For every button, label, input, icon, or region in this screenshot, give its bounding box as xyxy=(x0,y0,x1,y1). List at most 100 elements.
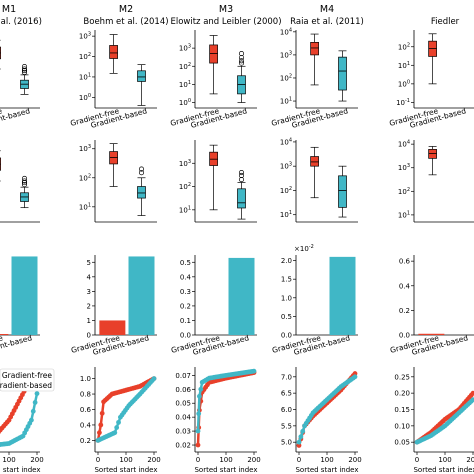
y-tick-label: 104 xyxy=(398,140,410,149)
y-tick-label: 102 xyxy=(398,42,410,51)
y-tick-label: 1.0 xyxy=(281,294,292,302)
box-gradient-based xyxy=(137,186,146,199)
y-tick-label: 102 xyxy=(179,62,191,71)
column-subtitle-M1: an et al. (2016) xyxy=(0,17,42,27)
y-tick-label: 103 xyxy=(79,144,91,153)
y-tick-label: 103 xyxy=(280,50,292,59)
point-based xyxy=(298,434,304,440)
category-label: Gradient-based xyxy=(293,333,352,357)
box-gradient-free xyxy=(209,44,218,64)
y-tick-label: 100 xyxy=(79,93,91,102)
y-tick-label: 102 xyxy=(398,187,410,196)
box-gradient-free xyxy=(310,41,319,56)
y-tick-label: 0.05 xyxy=(394,439,410,447)
y-tick-label: 0.03 xyxy=(175,428,191,436)
column-title-M2: M2 xyxy=(119,4,133,15)
column-title-M1: M1 xyxy=(2,4,16,15)
box-gradient-based xyxy=(137,70,146,82)
point-based xyxy=(251,368,257,374)
point-based xyxy=(198,386,204,392)
bar-gradient-based xyxy=(11,256,38,335)
point-based xyxy=(195,428,201,434)
y-tick-label: 3 xyxy=(87,288,91,296)
point-based xyxy=(34,391,40,396)
x-tick-label: 200 xyxy=(30,456,43,464)
box-gradient-based xyxy=(338,56,347,91)
y-tick-label: 0.05 xyxy=(175,400,191,408)
y-tick-label: 1.0 xyxy=(80,375,91,383)
x-axis-label: Sorted start index xyxy=(94,466,157,474)
point-based xyxy=(151,376,157,381)
boxplot-panel-M4: 101 102 103 104 xyxy=(280,137,358,223)
y-tick-label: 6.0 xyxy=(281,406,292,414)
y-tick-label: 0.8 xyxy=(80,391,91,399)
y-tick-label: 102 xyxy=(179,182,191,191)
column-subtitle-M2: Boehm et al. (2014) xyxy=(83,17,168,27)
y-tick-label: 101 xyxy=(280,97,292,106)
category-label: Gradient-based xyxy=(411,333,470,357)
x-axis-label: Sorted start index xyxy=(295,466,358,474)
point-free xyxy=(97,430,102,436)
x-tick-label: 200 xyxy=(247,456,260,464)
box-gradient-based xyxy=(237,188,246,209)
bar-panel-M4: 0.00.51.01.52.0×10-2Gradient-freeGradien… xyxy=(271,244,358,357)
category-label: Gradient-based xyxy=(291,106,350,130)
bar-gradient-based xyxy=(128,256,155,335)
y-tick-label: 0.10 xyxy=(394,422,410,430)
y-tick-label: 103 xyxy=(179,44,191,53)
bar-gradient-based xyxy=(228,257,255,335)
flier xyxy=(238,176,245,183)
y-tick-label: 0.2 xyxy=(180,302,191,310)
y-tick-label: 0 xyxy=(87,332,91,340)
x-axis-label: Sorted start index xyxy=(413,466,474,474)
y-tick-label: 102 xyxy=(280,73,292,82)
point-based xyxy=(112,430,118,436)
point-based xyxy=(30,408,36,414)
boxplot-panel-M1 xyxy=(0,150,40,223)
category-label: Gradient-based xyxy=(0,106,31,130)
y-tick-label: 5.0 xyxy=(281,439,292,447)
box-gradient-based xyxy=(237,75,246,95)
flier xyxy=(238,169,245,176)
column-title-M4: M4 xyxy=(320,4,334,15)
y-tick-label: 0.2 xyxy=(399,307,410,315)
flier xyxy=(21,175,28,181)
y-tick-label: 0.4 xyxy=(80,421,92,429)
point-free xyxy=(195,442,201,448)
y-tick-label: 103 xyxy=(398,163,410,172)
y-tick-label: 101 xyxy=(79,202,91,211)
category-label: Gradient-based xyxy=(92,333,151,357)
y-tick-label: 1 xyxy=(87,317,91,325)
point-based xyxy=(29,417,34,423)
flier xyxy=(238,55,245,61)
y-tick-label: 1.5 xyxy=(281,276,292,284)
x-axis-label: Sorted start index xyxy=(0,466,41,474)
y-tick-label: 102 xyxy=(280,186,292,195)
y-tick-label: 100 xyxy=(179,98,191,107)
point-based xyxy=(470,397,474,403)
category-label: Gradient-based xyxy=(192,333,251,357)
y-tick-label: 0.6 xyxy=(80,406,92,414)
y-tick-label: 0.20 xyxy=(394,390,410,398)
sorted-panel-M5: 0.05 0.10 0.15 0.20 0.25 0 100 200 Sorted start … xyxy=(394,367,474,474)
legend-label: Gradient-free xyxy=(2,371,53,380)
x-tick-label: 0 xyxy=(415,456,419,464)
flier xyxy=(238,172,245,178)
row-boxplots-2: 1011021031011021031011021031041011021031… xyxy=(0,137,474,223)
y-tick-label: 102 xyxy=(79,52,91,61)
category-label: Gradient-based xyxy=(409,106,468,130)
y-tick-label: 0.4 xyxy=(180,273,192,281)
point-free xyxy=(470,390,474,396)
y-tick-label: 103 xyxy=(179,159,191,168)
y-tick-label: 101 xyxy=(79,72,91,81)
row-sorted-curves: 0 100 200 Sorted start index 0.2 0.4 0.6 0.8 1.0… xyxy=(0,367,474,474)
y-tick-label: 5.5 xyxy=(281,422,292,430)
column-subtitle-M5: Fiedler xyxy=(431,17,460,27)
